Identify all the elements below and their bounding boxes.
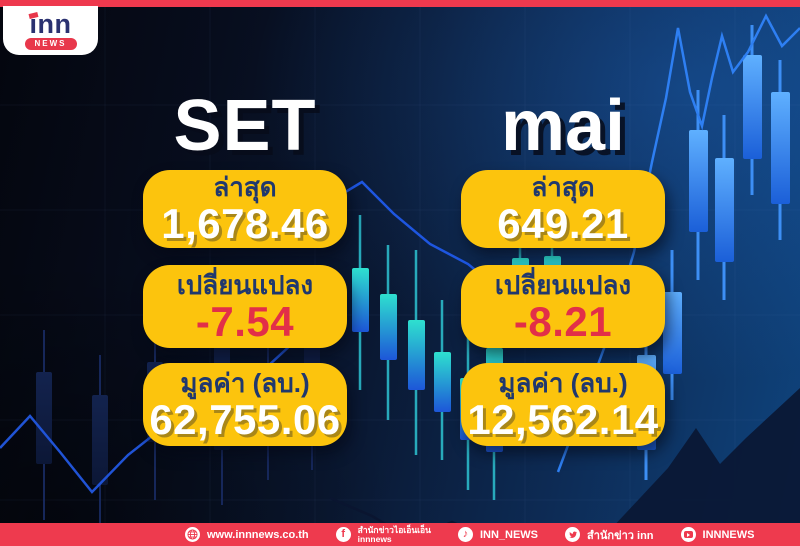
set-change-label: เปลี่ยนแปลง [176, 269, 314, 300]
mai-turnover-value: 12,562.14 [467, 395, 659, 443]
facebook-icon: f [335, 527, 351, 542]
youtube-icon [680, 527, 696, 542]
set-turnover-card: มูลค่า (ลบ.) 62,755.06 [143, 363, 347, 446]
set-turnover-value: 62,755.06 [149, 395, 341, 443]
footer-youtube-label: INNNEWS [702, 528, 755, 541]
footer-website: www.innnews.co.th [185, 527, 309, 542]
footer-youtube: INNNEWS [680, 527, 755, 542]
footer-facebook-handle: innnews [357, 533, 392, 544]
tiktok-icon: ♪ [457, 527, 473, 542]
footer-twitter: สำนักข่าว inn [565, 526, 654, 544]
logo-news-pill: NEWS [24, 37, 77, 50]
set-index-column: SET ล่าสุด 1,678.46 เปลี่ยนแปลง -7.54 มู… [143, 88, 347, 446]
footer-tiktok: ♪ INN_NEWS [457, 527, 539, 542]
mai-turnover-card: มูลค่า (ลบ.) 12,562.14 [461, 363, 665, 446]
footer-website-label: www.innnews.co.th [207, 528, 309, 541]
mai-latest-card: ล่าสุด 649.21 [461, 170, 665, 248]
globe-icon [185, 527, 200, 542]
set-latest-value: 1,678.46 [161, 200, 329, 247]
set-change-card: เปลี่ยนแปลง -7.54 [143, 265, 347, 348]
logo-wordmark: inn [28, 10, 72, 37]
dark-mountain-silhouette [595, 388, 800, 546]
mai-change-card: เปลี่ยนแปลง -8.21 [461, 265, 665, 348]
set-change-value: -7.54 [195, 297, 295, 345]
mai-change-label: เปลี่ยนแปลง [494, 269, 632, 300]
set-turnover-label: มูลค่า (ลบ.) [180, 367, 310, 398]
mai-title: mai [500, 86, 626, 166]
twitter-icon [565, 527, 581, 542]
footer-social-bar: www.innnews.co.th f สำนักข่าวไอเอ็นเอ็น … [0, 523, 800, 546]
mai-latest-label: ล่าสุด [531, 172, 595, 202]
footer-facebook-label: สำนักข่าวไอเอ็นเอ็น [357, 525, 431, 535]
mai-turnover-label: มูลค่า (ลบ.) [498, 367, 628, 398]
inn-news-logo: inn NEWS [3, 6, 98, 55]
mai-index-column: mai ล่าสุด 649.21 เปลี่ยนแปลง -8.21 มูลค… [461, 88, 665, 446]
set-title: SET [173, 86, 317, 166]
footer-twitter-label: สำนักข่าว inn [587, 529, 654, 542]
set-latest-card: ล่าสุด 1,678.46 [143, 170, 347, 248]
footer-tiktok-label: INN_NEWS [479, 528, 539, 541]
set-latest-label: ล่าสุด [213, 172, 277, 202]
top-red-bar [0, 0, 800, 7]
mai-latest-value: 649.21 [497, 200, 629, 247]
footer-facebook: f สำนักข่าวไอเอ็นเอ็น innnews [335, 525, 431, 544]
mai-change-value: -8.21 [513, 297, 613, 345]
